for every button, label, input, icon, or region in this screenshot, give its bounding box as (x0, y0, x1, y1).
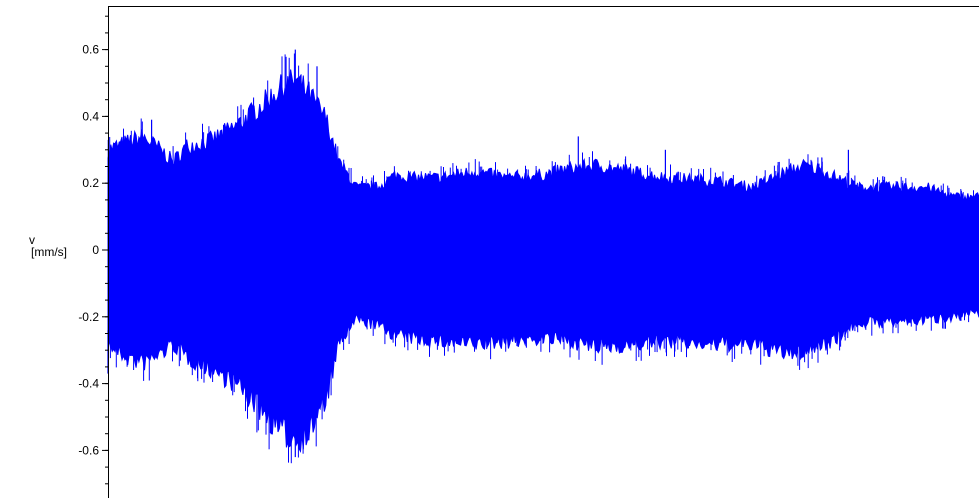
y-tick-label: 0.6 (82, 43, 99, 57)
y-tick-label: -0.2 (78, 310, 99, 324)
y-tick-label: -0.4 (78, 377, 99, 391)
major-ticks (102, 50, 108, 451)
y-tick-label: 0 (92, 243, 99, 257)
y-tick-label: 0.2 (82, 176, 99, 190)
y-tick-label: -0.6 (78, 443, 99, 457)
tick-labels: 0.6 0.4 0.2 0 -0.2 -0.4 -0.6 (78, 43, 99, 458)
y-tick-label: 0.4 (82, 109, 99, 123)
y-axis-unit-label: [mm/s] (31, 245, 67, 259)
